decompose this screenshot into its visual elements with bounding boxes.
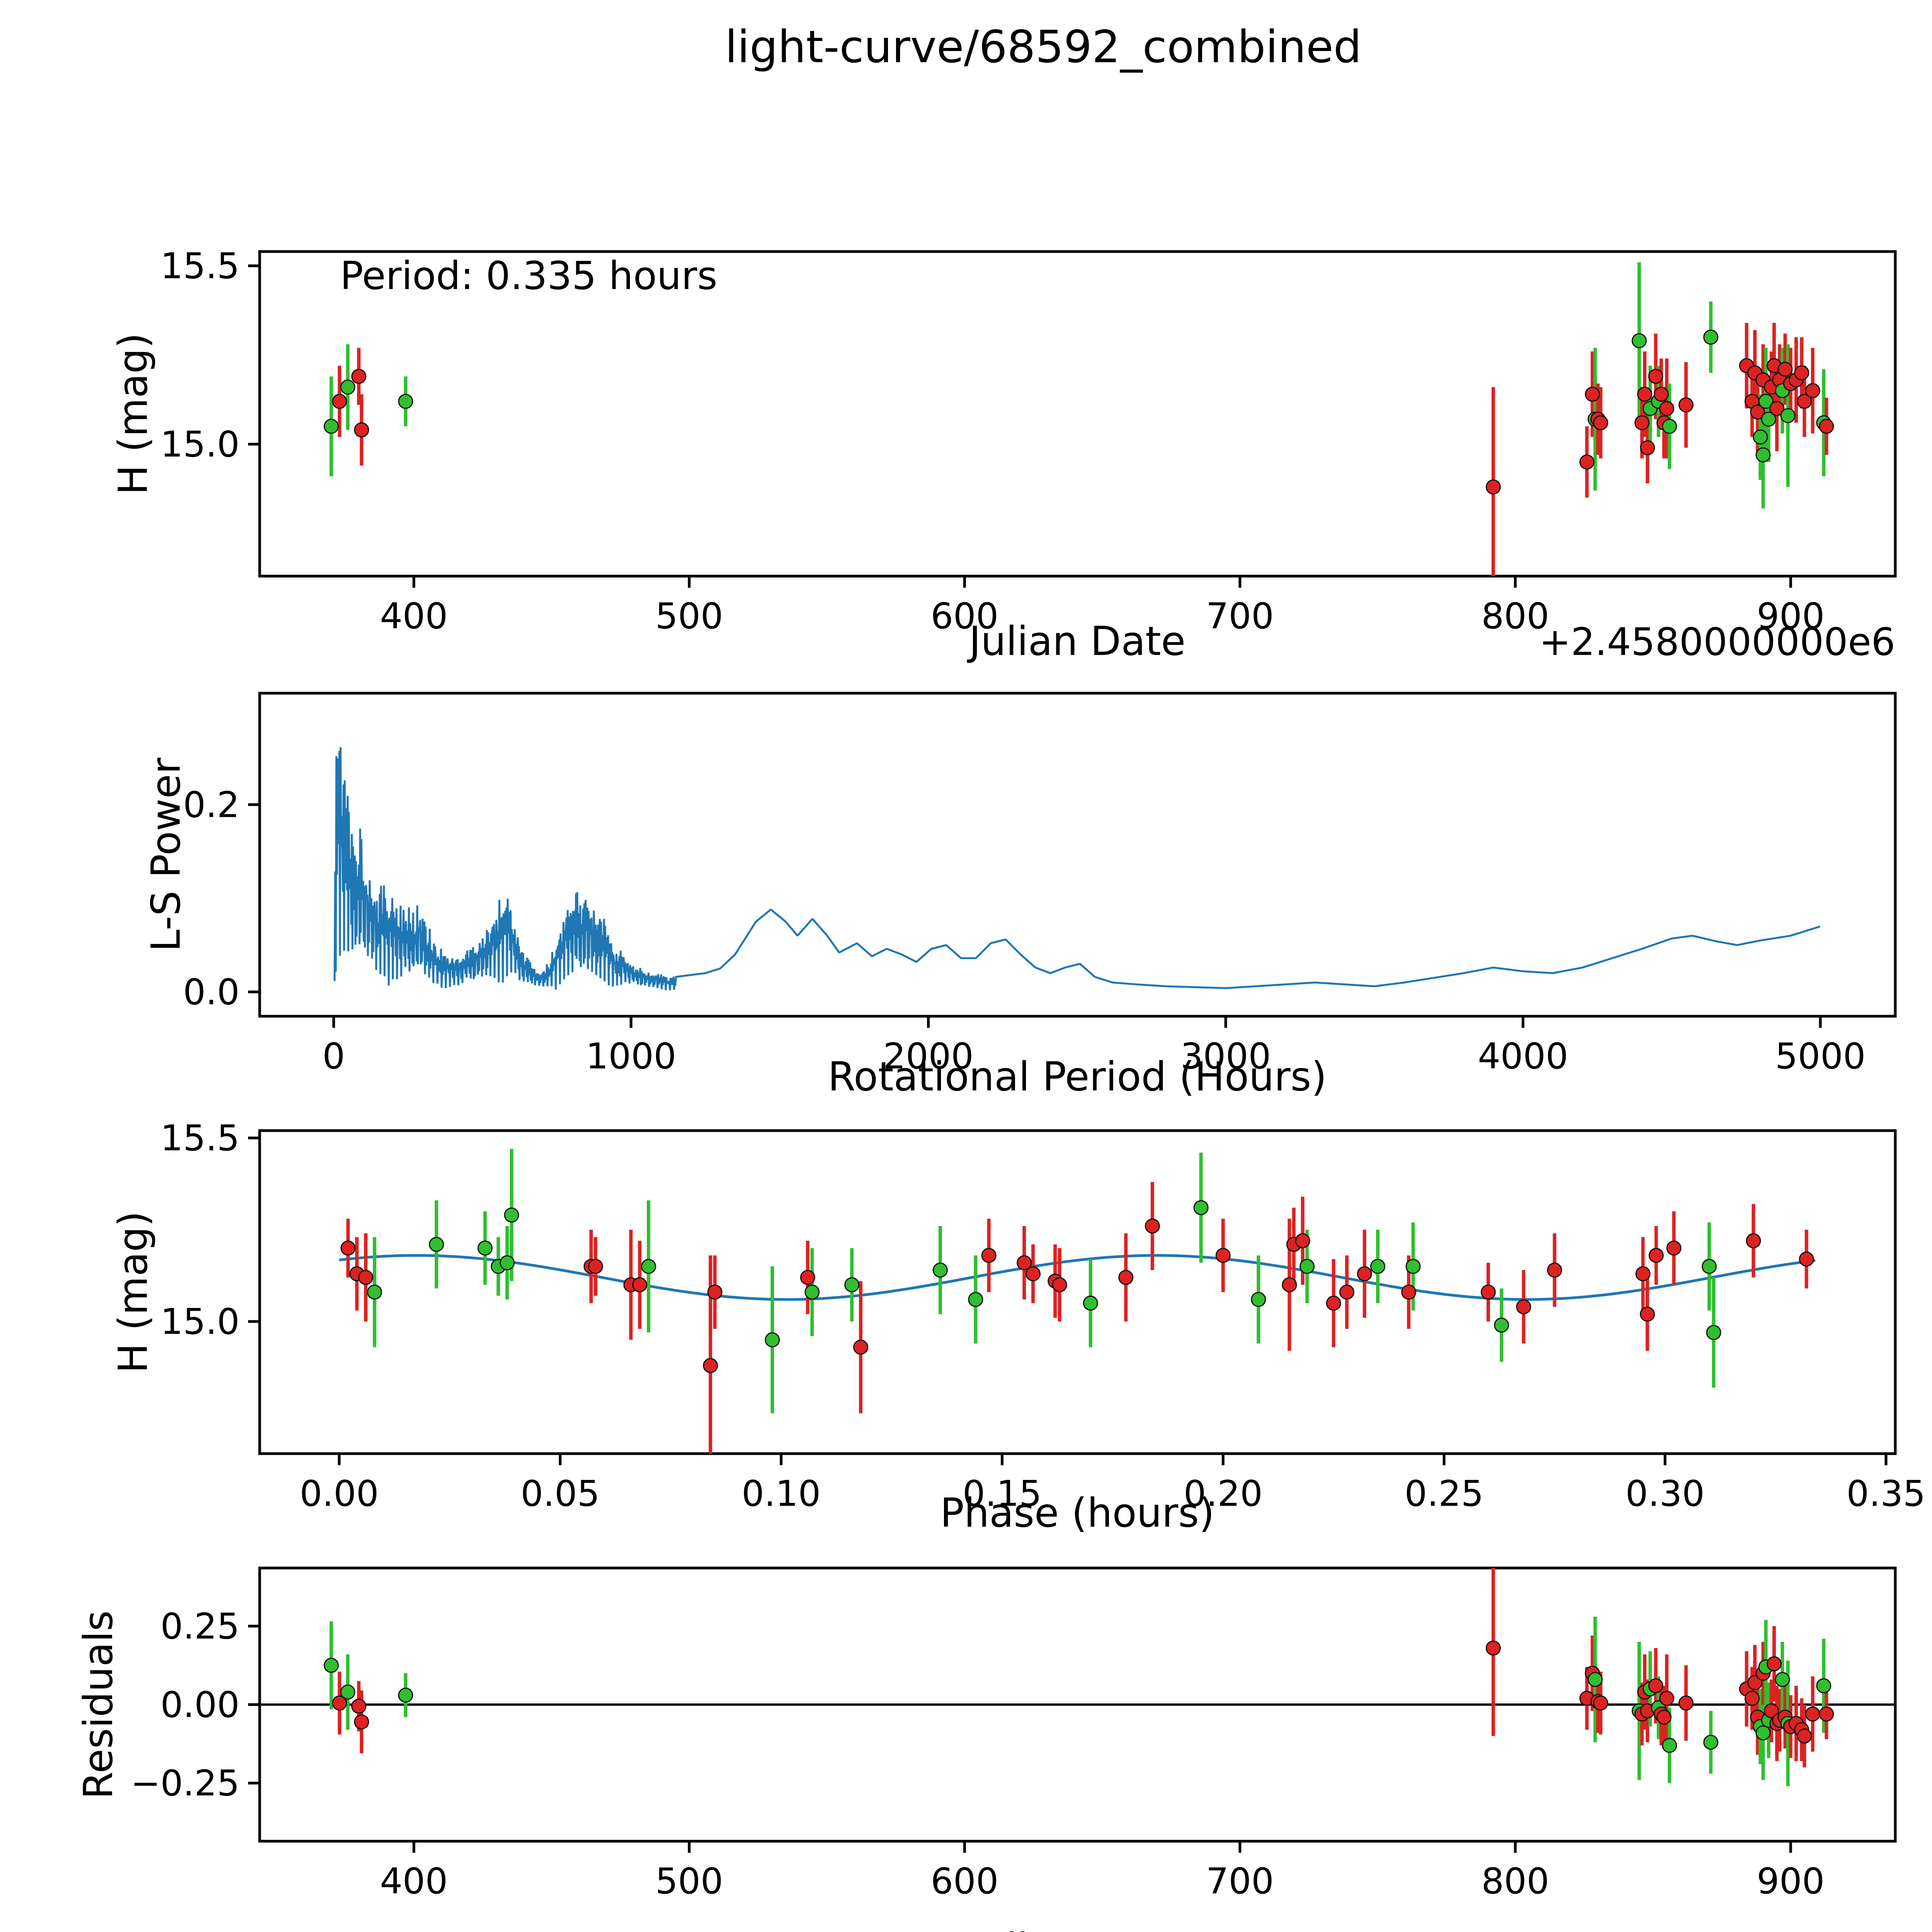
panel-phased_lightcurve: 0.00 0.05 0.10 0.15 0.20 0.25 0.30 0.35 15.0 15.5 [160,1117,1925,1514]
y-tick-label: 15.0 [160,1301,240,1342]
y-tick-label: 15.0 [160,423,240,465]
x-tick-label: 0.15 [963,1473,1042,1514]
jd-offset-label-bottom: +2.4580000000e6 [1539,1927,1895,1932]
x-tick-label: 5000 [1775,1036,1866,1077]
jd-offset-label: +2.4580000000e6 [1539,620,1895,664]
x-ticks: 400 500 600 700 800 900 [380,576,1825,637]
jd-xaxis-label-bottom: Julian Date [969,1925,1185,1932]
x-tick-label: 0 [322,1036,345,1077]
x-tick-label: 2000 [883,1036,974,1077]
y-ticks: −0.25 0.00 0.25 [131,1605,260,1804]
x-tick-label: 700 [1206,595,1274,637]
phase-fit-line [339,1254,1816,1301]
x-tick-label: 0.05 [520,1473,600,1514]
x-tick-label: 900 [1757,1861,1825,1902]
period-xaxis-label: Rotational Period (Hours) [828,1054,1327,1100]
x-tick-label: 600 [931,595,999,637]
y-tick-label: −0.25 [131,1763,240,1804]
panel-periodogram: 0 1000 2000 3000 4000 5000 0.0 0.2 [183,692,1897,1077]
x-tick-label: 0.20 [1184,1473,1263,1514]
x-tick-label: 700 [1206,1861,1274,1902]
x-tick-label: 500 [655,595,723,637]
x-ticks: 400 500 600 700 800 900 [380,1841,1825,1902]
x-ticks: 0.00 0.05 0.10 0.15 0.20 0.25 0.30 0.35 [299,1454,1925,1514]
x-tick-label: 1000 [586,1036,676,1077]
panel-residuals: 400 500 600 700 800 900 −0.25 0.00 0.25 [131,1566,1897,1902]
periodogram-line [333,747,1821,990]
x-tick-label: 800 [1481,1861,1549,1902]
x-tick-label: 0.25 [1405,1473,1484,1514]
y-tick-label: 0.0 [183,971,240,1013]
residuals-yaxis-label: Residuals [75,1610,122,1799]
x-tick-label: 900 [1757,595,1825,637]
x-tick-label: 0.10 [742,1473,821,1514]
hmag-yaxis-label-phase: H (mag) [110,1211,156,1373]
x-tick-label: 800 [1481,595,1549,637]
x-tick-label: 400 [380,1861,448,1902]
y-ticks: 15.0 15.5 [160,245,260,465]
hmag-yaxis-label-top: H (mag) [110,333,156,495]
figure-title: light-curve/68592_combined [725,21,1362,73]
x-tick-label: 0.30 [1626,1473,1705,1514]
x-tick-label: 500 [655,1861,723,1902]
x-ticks: 0 1000 2000 3000 4000 5000 [322,1016,1866,1077]
y-tick-label: 0.25 [160,1605,240,1647]
jd-xaxis-label: Julian Date [969,618,1186,665]
y-tick-label: 15.5 [160,1117,240,1159]
phase-xaxis-label: Phase (hours) [940,1490,1215,1536]
x-tick-label: 0.00 [299,1473,379,1514]
x-tick-label: 3000 [1180,1036,1271,1077]
lspower-yaxis-label: L-S Power [143,757,189,952]
phase-fit-and-points [339,1149,1816,1454]
x-tick-label: 400 [380,595,448,637]
jd-lightcurve-points [323,262,1834,576]
x-tick-label: 600 [931,1861,999,1902]
y-tick-label: 0.00 [160,1684,240,1726]
y-tick-label: 0.2 [183,784,240,825]
residual-points [260,1568,1895,1786]
x-tick-label: 0.35 [1847,1473,1926,1514]
period-annotation: Period: 0.335 hours [340,253,718,298]
y-ticks: 0.0 0.2 [183,784,260,1013]
panel-jd_lightcurve: 400 500 600 700 800 900 15.0 15.5 [160,245,1897,637]
y-ticks: 15.0 15.5 [160,1117,260,1342]
y-tick-label: 15.5 [160,245,240,287]
x-tick-label: 4000 [1478,1036,1568,1077]
